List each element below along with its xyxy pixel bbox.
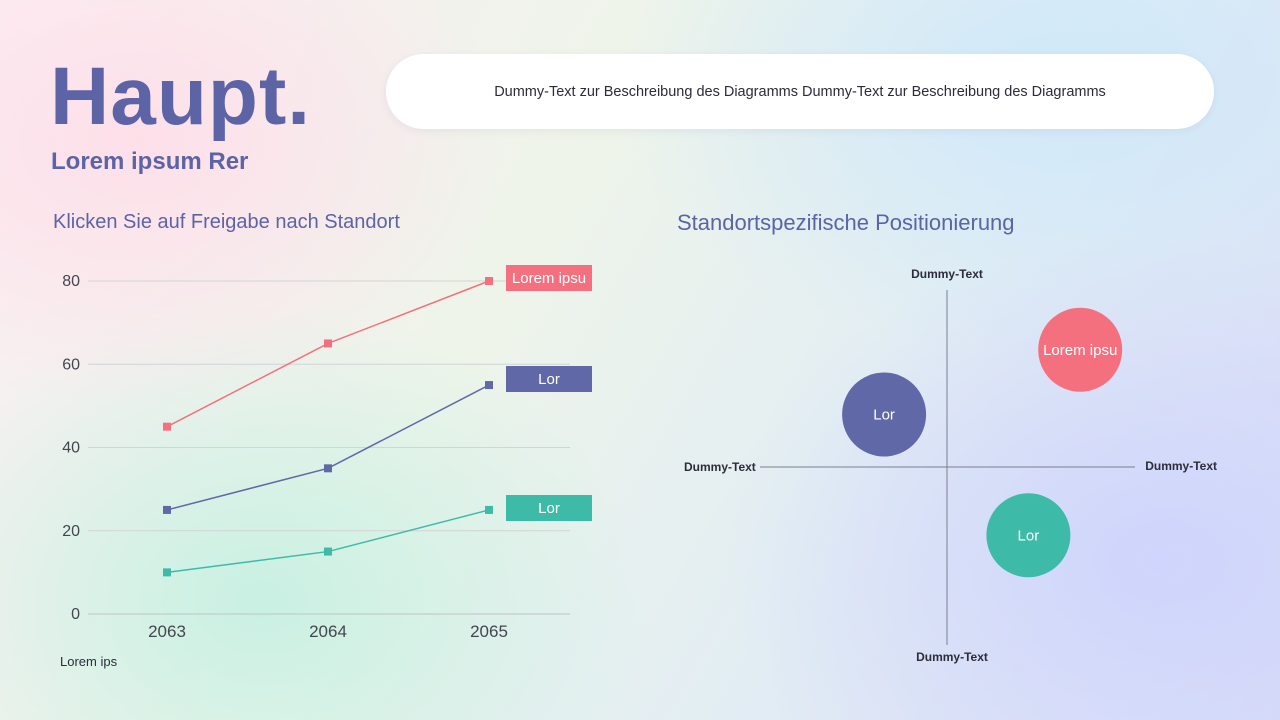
- x-tick-label: 2065: [470, 622, 508, 641]
- series-label: Lor: [538, 500, 560, 517]
- line-chart: 0 20 40 60 80 2063 2064 2065 Lorem ipsu Lor Lor: [62, 265, 592, 641]
- y-tick-label: 20: [62, 523, 80, 540]
- bubble-label: Lor: [873, 407, 895, 424]
- axis-label-right: Dummy-Text: [1145, 459, 1217, 473]
- data-point: [485, 277, 493, 285]
- data-point: [163, 568, 171, 577]
- positioning-chart-title: Standortspezifische Positionierung: [677, 210, 1015, 235]
- page-subtitle: Lorem ipsum Rer: [51, 148, 249, 175]
- data-point: [324, 547, 332, 556]
- axis-label-left: Dummy-Text: [684, 460, 756, 474]
- y-tick-label: 0: [71, 606, 80, 623]
- bubble-label: Lor: [1018, 527, 1040, 544]
- bubble: [1038, 307, 1123, 392]
- y-tick-label: 40: [62, 440, 80, 457]
- chart-description-pill: Dummy-Text zur Beschreibung des Diagramm…: [386, 54, 1214, 129]
- bubble: [842, 372, 927, 457]
- bubble-label: Lorem ipsu: [1043, 342, 1117, 359]
- axis-label-top: Dummy-Text: [911, 267, 983, 281]
- series-label-box: [506, 366, 592, 392]
- line-chart-title: Klicken Sie auf Freigabe nach Standort: [53, 211, 400, 233]
- data-point: [163, 422, 171, 431]
- data-point: [485, 381, 493, 390]
- chart-description-text: Dummy-Text zur Beschreibung des Diagramm…: [494, 83, 1106, 100]
- data-point: [324, 339, 332, 348]
- axis-label-bottom: Dummy-Text: [916, 650, 988, 664]
- series-label-box: [506, 495, 592, 521]
- line-chart-footnote: Lorem ips: [60, 654, 118, 669]
- y-tick-label: 60: [62, 356, 80, 373]
- series-label: Lor: [538, 371, 560, 388]
- data-point: [485, 505, 493, 514]
- bubble: [986, 493, 1071, 578]
- x-tick-label: 2064: [309, 622, 347, 641]
- series-label-box: [506, 265, 592, 291]
- y-tick-label: 80: [62, 273, 80, 290]
- data-point: [163, 505, 171, 514]
- x-tick-label: 2063: [148, 622, 186, 641]
- page-title: Haupt.: [50, 51, 312, 142]
- data-point: [324, 464, 332, 473]
- series-label: Lorem ipsu: [512, 270, 586, 287]
